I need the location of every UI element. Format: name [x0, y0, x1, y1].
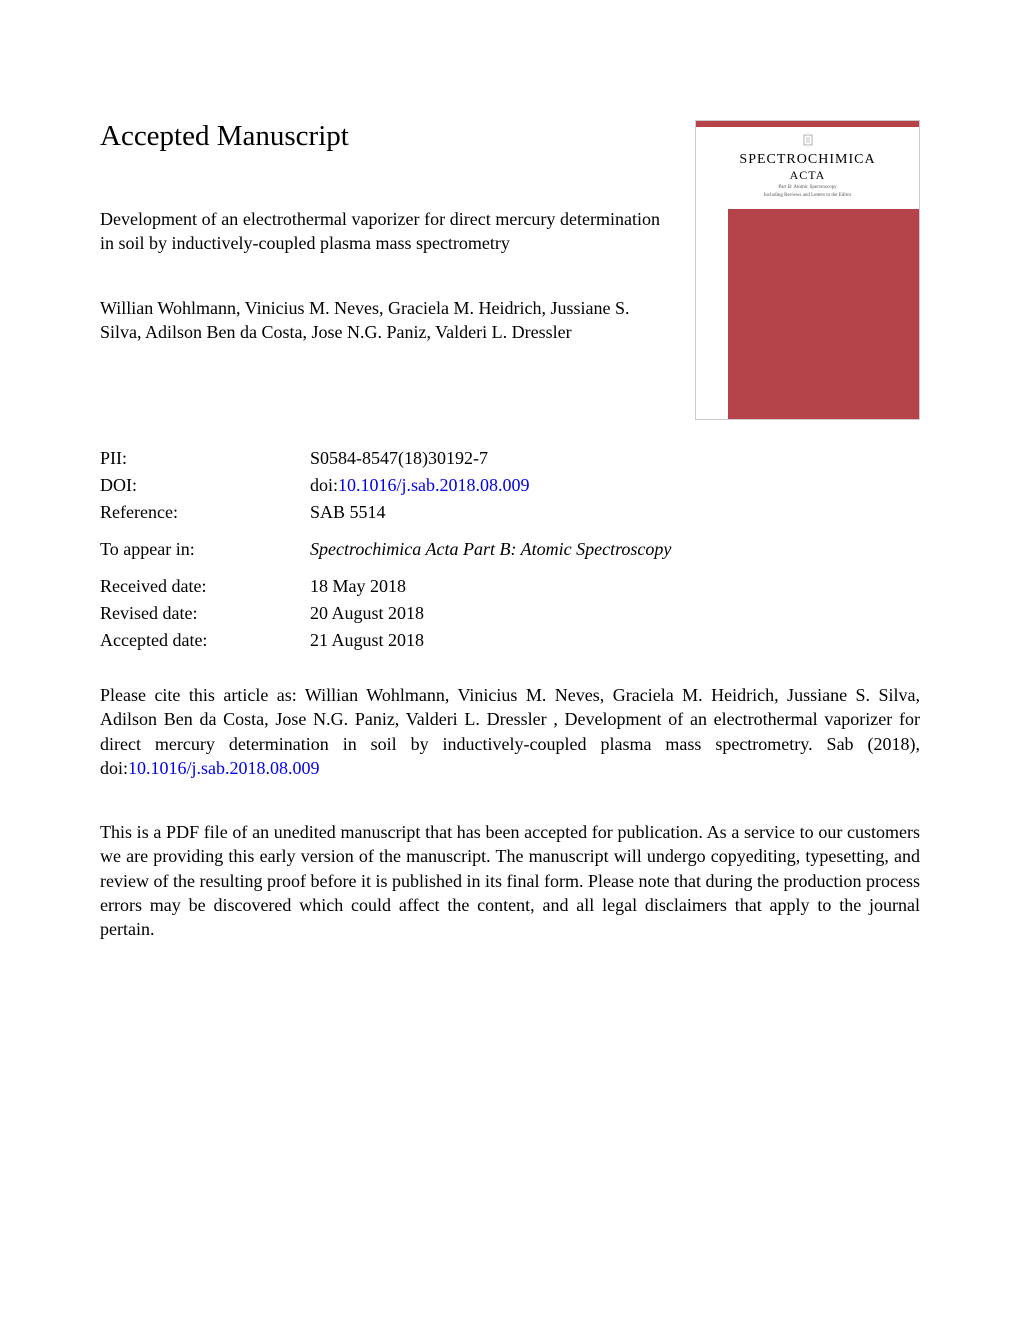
accepted-label: Accepted date:: [100, 630, 310, 651]
appear-row: To appear in: Spectrochimica Acta Part B…: [100, 539, 920, 560]
cover-panel: [728, 209, 919, 420]
citation-text: Please cite this article as: Willian Woh…: [100, 683, 920, 780]
received-value: 18 May 2018: [310, 576, 920, 597]
cover-spine: [696, 209, 728, 420]
pii-row: PII: S0584-8547(18)30192-7: [100, 448, 920, 469]
article-title: Development of an electrothermal vaporiz…: [100, 207, 660, 256]
doi-row: DOI: doi:10.1016/j.sab.2018.08.009: [100, 475, 920, 496]
reference-row: Reference: SAB 5514: [100, 502, 920, 523]
publisher-logo-icon: [696, 133, 919, 150]
metadata-table: PII: S0584-8547(18)30192-7 DOI: doi:10.1…: [100, 448, 920, 651]
accepted-row: Accepted date: 21 August 2018: [100, 630, 920, 651]
appear-label: To appear in:: [100, 539, 310, 560]
reference-label: Reference:: [100, 502, 310, 523]
left-column: Accepted Manuscript Development of an el…: [100, 120, 660, 352]
header-row: Accepted Manuscript Development of an el…: [100, 120, 920, 420]
doi-value: doi:10.1016/j.sab.2018.08.009: [310, 475, 920, 496]
pii-value: S0584-8547(18)30192-7: [310, 448, 920, 469]
accepted-value: 21 August 2018: [310, 630, 920, 651]
cover-subtitle-2: Including Reviews and Letters to the Edi…: [696, 193, 919, 199]
appear-value: Spectrochimica Acta Part B: Atomic Spect…: [310, 539, 920, 560]
revised-value: 20 August 2018: [310, 603, 920, 624]
cover-header: SPECTROCHIMICA ACTA Part B: Atomic Spect…: [696, 121, 919, 209]
received-row: Received date: 18 May 2018: [100, 576, 920, 597]
pii-label: PII:: [100, 448, 310, 469]
disclaimer-text: This is a PDF file of an unedited manusc…: [100, 820, 920, 941]
revised-row: Revised date: 20 August 2018: [100, 603, 920, 624]
citation-doi-link[interactable]: 10.1016/j.sab.2018.08.009: [128, 758, 320, 778]
doi-label: DOI:: [100, 475, 310, 496]
journal-cover-thumbnail: SPECTROCHIMICA ACTA Part B: Atomic Spect…: [695, 120, 920, 420]
cover-journal-name-1: SPECTROCHIMICA: [696, 152, 919, 168]
doi-link[interactable]: 10.1016/j.sab.2018.08.009: [338, 475, 530, 495]
cover-subtitle-1: Part B: Atomic Spectroscopy: [696, 185, 919, 191]
revised-label: Revised date:: [100, 603, 310, 624]
received-label: Received date:: [100, 576, 310, 597]
reference-value: SAB 5514: [310, 502, 920, 523]
doi-prefix: doi:: [310, 475, 338, 495]
authors-list: Willian Wohlmann, Vinicius M. Neves, Gra…: [100, 296, 660, 345]
cover-body: [696, 209, 919, 420]
cover-journal-name-2: ACTA: [696, 168, 919, 183]
accepted-manuscript-heading: Accepted Manuscript: [100, 120, 660, 153]
